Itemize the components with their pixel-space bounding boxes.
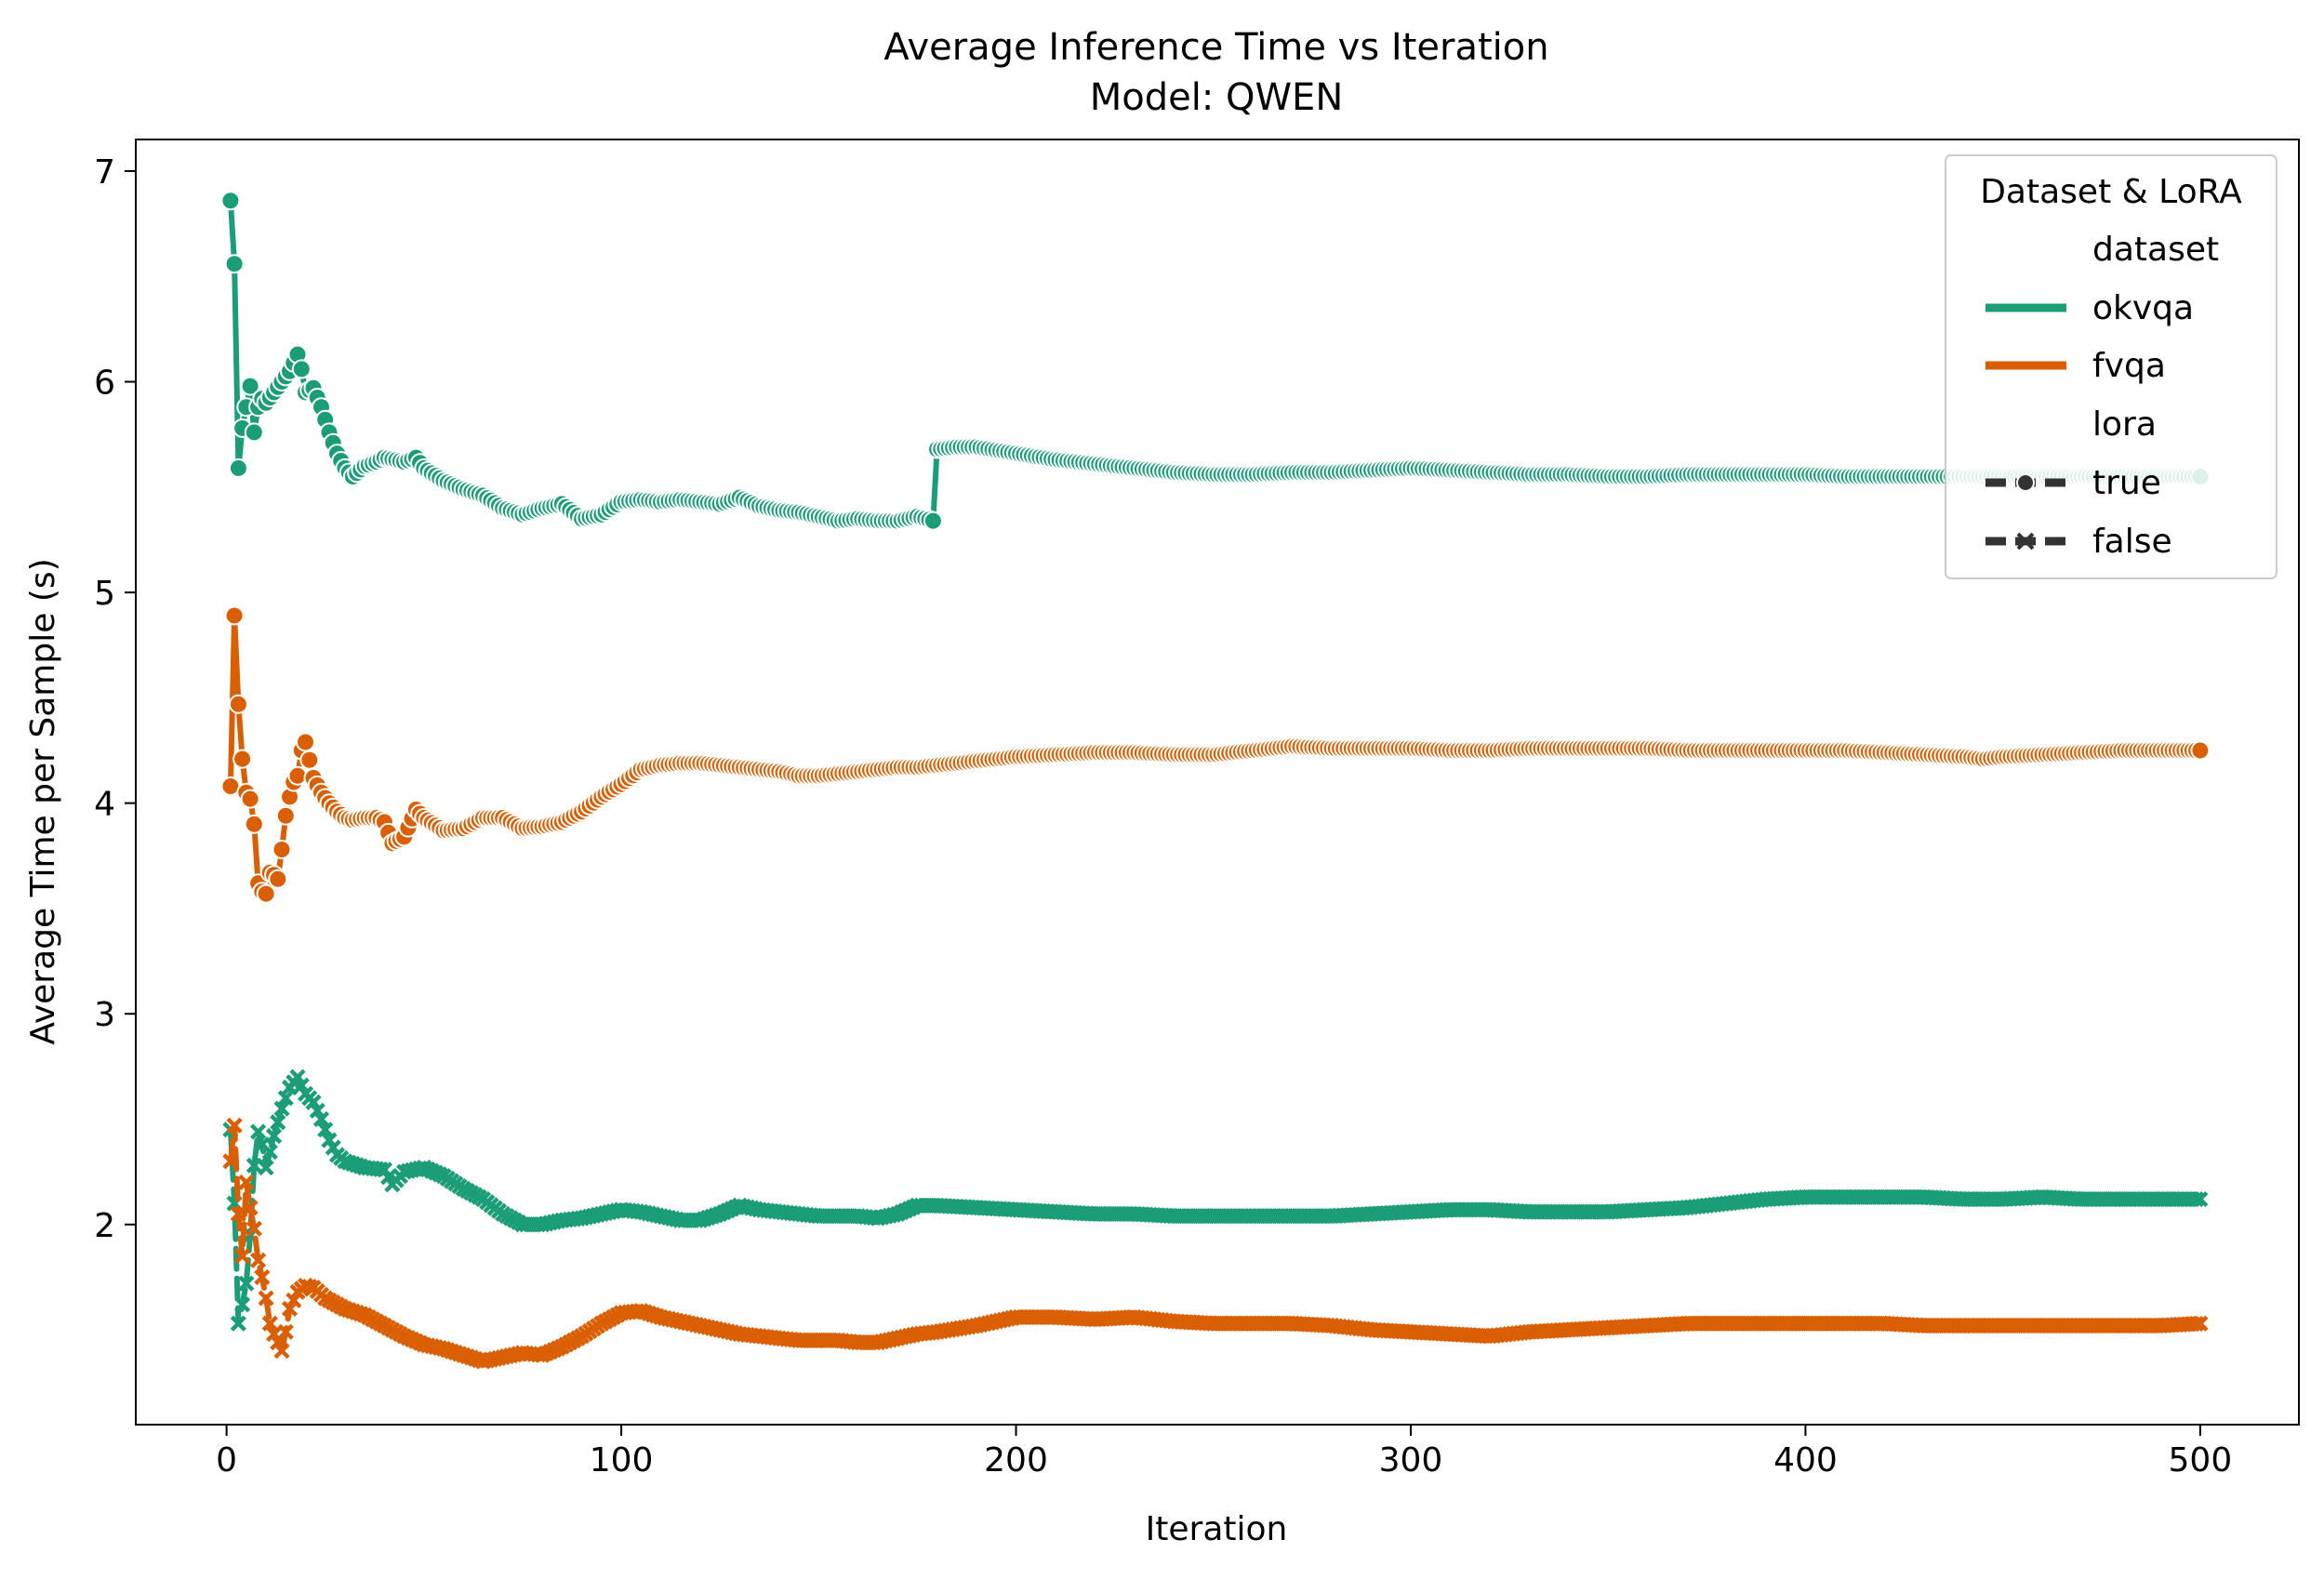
data-point (289, 1068, 306, 1085)
data-point (224, 254, 245, 274)
data-point (240, 789, 260, 809)
data-point (281, 1300, 299, 1317)
data-point (249, 1123, 267, 1140)
series-okvqa-lora-false (222, 1068, 2209, 1332)
data-point (268, 869, 288, 889)
legend-title: Dataset & LoRA (1980, 173, 2242, 211)
data-point (230, 1205, 246, 1223)
y-tick-label: 4 (94, 786, 115, 824)
y-tick-label: 2 (94, 1207, 115, 1245)
y-tick-label: 5 (94, 575, 115, 613)
legend-label-true: true (2092, 464, 2161, 502)
data-point (222, 1153, 239, 1170)
data-point (228, 694, 248, 714)
chart-title: Average Inference Time vs Iteration (883, 26, 1548, 69)
x-tick-label: 100 (590, 1441, 654, 1479)
data-point (246, 1220, 262, 1237)
data-point (2188, 1315, 2205, 1333)
data-point (238, 1275, 255, 1292)
data-point (272, 840, 292, 859)
data-point (265, 1325, 283, 1343)
legend-header-lora: lora (2092, 405, 2157, 444)
data-point (244, 814, 264, 834)
data-point (277, 1323, 294, 1340)
data-point (299, 750, 320, 770)
data-point (261, 1315, 278, 1332)
x-tick-label: 400 (1773, 1441, 1838, 1479)
data-point (261, 1144, 278, 1161)
data-point (273, 1100, 290, 1117)
y-tick-label: 3 (94, 996, 115, 1034)
data-point (293, 1077, 310, 1094)
data-point (242, 1200, 259, 1216)
data-point (2188, 1190, 2205, 1208)
y-axis-label: Average Time per Sample (s) (24, 558, 62, 1044)
data-point (317, 1121, 334, 1138)
series-fvqa-lora-false (222, 1117, 2209, 1370)
data-point (232, 749, 253, 769)
data-point (273, 1343, 290, 1360)
data-point (226, 1117, 243, 1134)
data-point (240, 376, 260, 396)
x-axis-label: Iteration (1146, 1510, 1288, 1548)
data-point (2192, 1190, 2209, 1208)
data-point (256, 883, 276, 904)
x-tick-label: 300 (1379, 1441, 1443, 1479)
data-point (258, 1290, 274, 1307)
legend-swatch-false (1985, 532, 2066, 551)
data-point (923, 511, 943, 531)
data-point (287, 765, 308, 786)
data-point (291, 359, 312, 379)
data-point (249, 1252, 267, 1268)
data-point (234, 1296, 251, 1313)
y-tick-label: 6 (94, 365, 115, 403)
data-point (270, 1114, 286, 1131)
data-point (286, 1292, 302, 1308)
data-point (220, 191, 241, 211)
data-point (275, 805, 296, 826)
data-point (309, 1102, 325, 1120)
data-point (230, 1315, 246, 1332)
axes-frame (135, 139, 2300, 1426)
legend-label-okvqa: okvqa (2092, 289, 2194, 327)
legend: Dataset & LoRA dataset okvqa fvqa lora t… (1945, 154, 2278, 579)
axes: 0 100 200 300 400 500 2 3 4 5 6 7 (94, 139, 2300, 1479)
legend-frame (1945, 154, 2278, 579)
legend-label-false: false (2092, 523, 2172, 561)
data-point (265, 1128, 283, 1145)
series-fvqa-lora-true (220, 605, 2211, 904)
data-point (2190, 740, 2211, 761)
data-point (246, 1157, 262, 1174)
data-point (238, 1174, 255, 1191)
data-point (224, 605, 245, 626)
x-tick-label: 500 (2169, 1441, 2233, 1479)
legend-swatch-true (1985, 473, 2066, 492)
data-point (234, 1248, 251, 1265)
data-point (254, 1268, 271, 1286)
x-tick-label: 200 (984, 1441, 1048, 1479)
data-point (296, 732, 315, 752)
chart-subtitle: Model: QWEN (1090, 76, 1344, 119)
data-point (305, 1094, 322, 1110)
x-tick-label: 0 (216, 1441, 237, 1479)
data-point (277, 1090, 294, 1107)
legend-header-dataset: dataset (2092, 231, 2219, 269)
legend-label-fvqa: fvqa (2092, 347, 2166, 385)
data-point (228, 458, 248, 478)
data-point (244, 422, 264, 443)
data-point (312, 1110, 330, 1128)
data-point (2192, 1315, 2209, 1332)
y-tick-label: 7 (94, 153, 115, 192)
data-point (258, 1160, 274, 1176)
